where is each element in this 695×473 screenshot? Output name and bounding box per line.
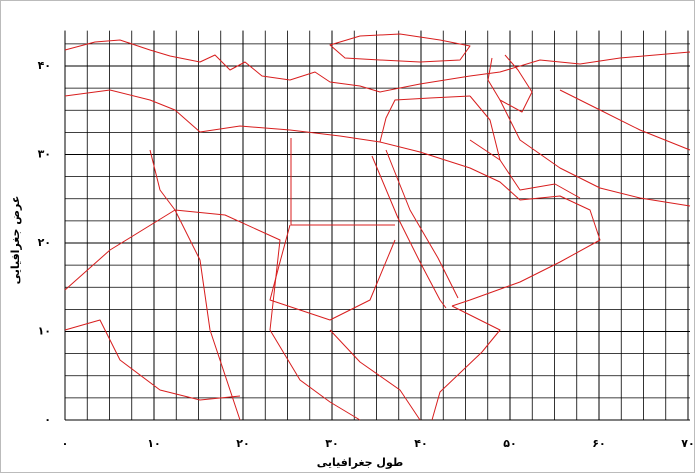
caspian: [487, 54, 533, 113]
x-tick-label: ۱۰: [147, 437, 160, 450]
horn: [431, 305, 501, 421]
east-africa: [329, 329, 421, 421]
africa-west: [64, 209, 361, 421]
y-tick-label: ۴۰: [38, 59, 51, 72]
africa-coast: [64, 89, 471, 143]
x-tick-label: ۵۰: [503, 437, 516, 450]
arabia: [379, 141, 601, 307]
asia-north: [469, 89, 691, 161]
x-tick-label: ۷۰: [681, 437, 694, 450]
y-tick-label: ۳۰: [38, 148, 51, 161]
west-coast: [64, 319, 241, 401]
gulf: [469, 139, 581, 199]
egypt-libya: [290, 138, 395, 226]
iran-coast: [499, 99, 691, 207]
x-tick-label: ۶۰: [592, 437, 605, 450]
x-tick-label: ۳۰: [325, 437, 338, 450]
x-tick-label: ۲۰: [236, 437, 249, 450]
red-sea-east: [385, 149, 459, 299]
country-borders: [64, 33, 691, 421]
red-sea-west: [371, 155, 447, 309]
y-tick-label: ۱۰: [38, 325, 51, 338]
x-tick-label: ۴۰: [414, 437, 427, 450]
x-tick-label: ۰: [62, 437, 69, 450]
black-sea: [329, 33, 471, 63]
sudan: [269, 224, 396, 321]
sahara: [149, 149, 241, 421]
y-tick-label: ۰: [44, 413, 51, 426]
y-axis-title: عرض جغرافیایی: [9, 196, 22, 285]
x-axis-title: طول جغرافیایی: [317, 456, 403, 469]
y-tick-label: ۲۰: [38, 236, 51, 249]
europe-coast: [64, 39, 691, 93]
